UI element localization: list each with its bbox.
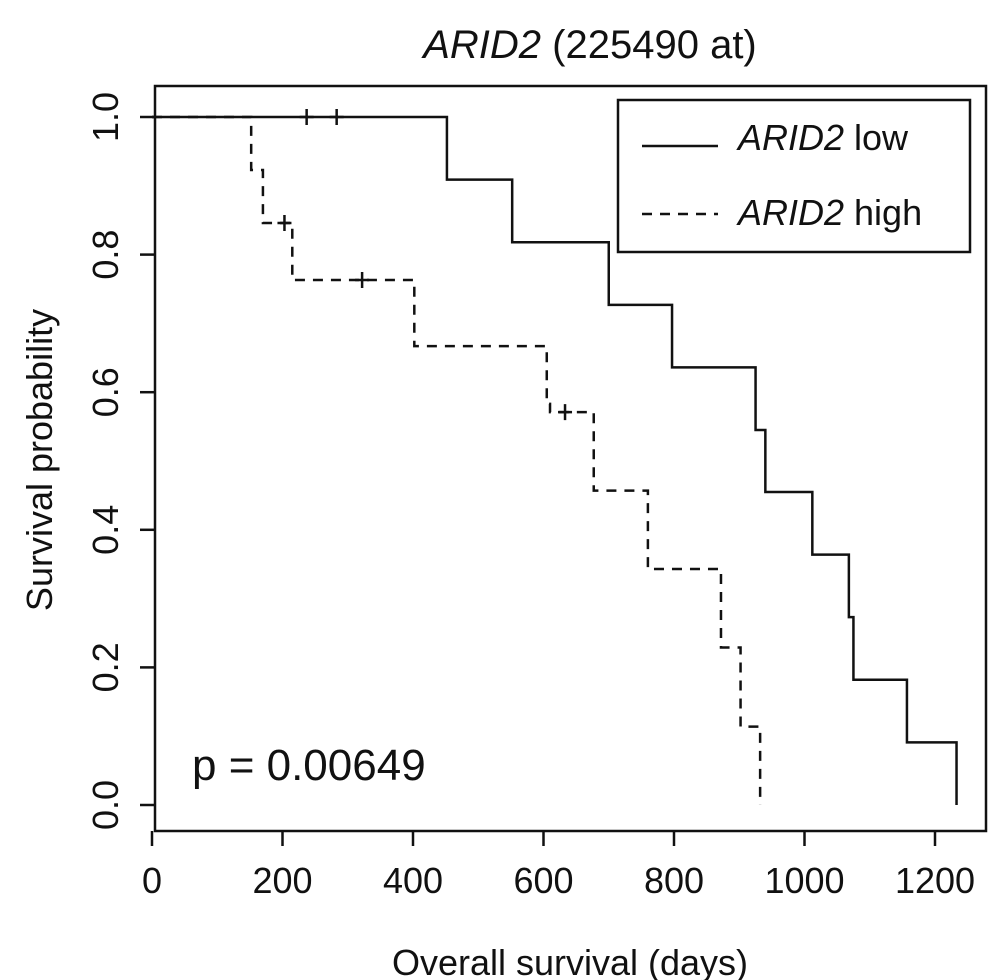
legend-high-suffix: high — [844, 192, 922, 233]
y-axis: 0.0 0.2 0.4 0.6 0.8 1.0 — [85, 92, 155, 830]
x-tick-label: 800 — [644, 860, 704, 901]
censor-mark-high — [355, 272, 370, 289]
censor-mark-high — [277, 214, 292, 231]
chart-title: ARID2 (225490 at) — [421, 23, 757, 67]
censor-mark-high — [558, 404, 573, 421]
y-axis-label: Survival probability — [19, 309, 60, 611]
plot-frame — [153, 84, 988, 833]
x-axis: 0 200 400 600 800 1000 1200 — [142, 831, 975, 901]
x-axis-label: Overall survival (days) — [392, 942, 748, 980]
y-tick-label: 0.8 — [85, 230, 126, 280]
y-tick-label: 0.2 — [85, 642, 126, 692]
y-tick-label: 1.0 — [85, 92, 126, 142]
legend: ARID2 low ARID2 high — [616, 98, 972, 254]
x-tick-label: 1000 — [764, 860, 844, 901]
y-tick-label: 0.6 — [85, 367, 126, 417]
y-tick-label: 0.0 — [85, 780, 126, 830]
survival-curve-low — [152, 115, 958, 805]
chart-title-gene: ARID2 — [421, 23, 541, 67]
y-tick-label: 0.4 — [85, 505, 126, 555]
x-tick-label: 600 — [513, 860, 573, 901]
p-value-annotation: p = 0.00649 — [192, 741, 426, 790]
series-layer — [152, 109, 958, 805]
x-tick-label: 400 — [383, 860, 443, 901]
legend-low-suffix: low — [844, 117, 909, 158]
censor-mark-low — [299, 109, 314, 125]
legend-box — [616, 98, 972, 254]
censor-mark-low — [329, 109, 344, 125]
legend-label-high: ARID2 high — [736, 192, 922, 233]
x-tick-label: 200 — [252, 860, 312, 901]
x-tick-label: 0 — [142, 860, 162, 901]
legend-label-low: ARID2 low — [736, 117, 909, 158]
legend-high-gene: ARID2 — [736, 192, 844, 233]
x-tick-label: 1200 — [895, 860, 975, 901]
legend-low-gene: ARID2 — [736, 117, 844, 158]
chart-title-probe: (225490 at) — [541, 23, 757, 67]
survival-curve-high — [152, 115, 762, 805]
